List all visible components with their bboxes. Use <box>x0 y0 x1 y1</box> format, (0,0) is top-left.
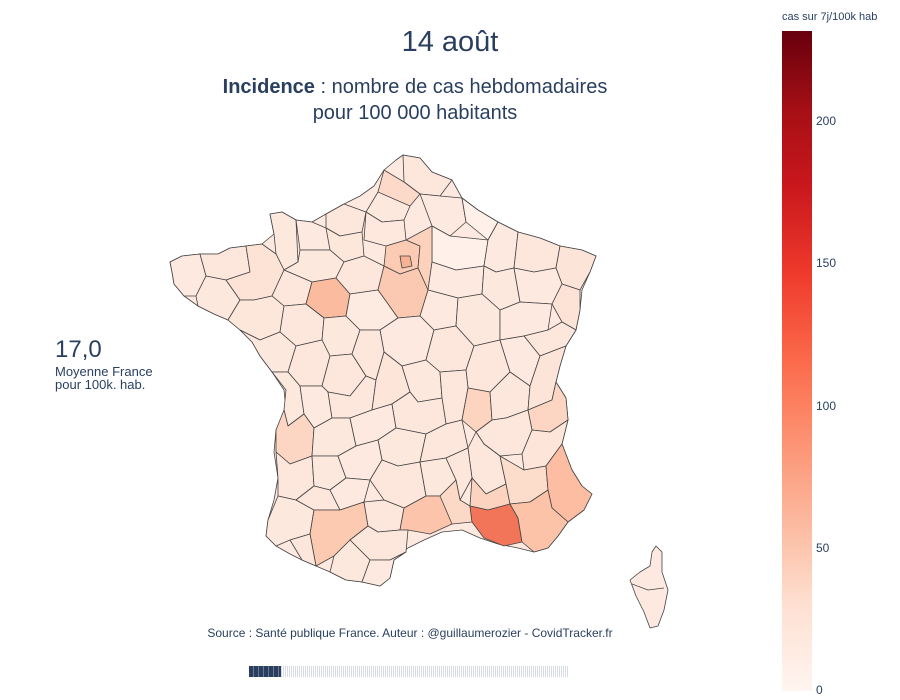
colorbar <box>782 31 812 691</box>
average-label: Moyenne France pour 100k. hab. <box>55 365 195 391</box>
average-value: 17,0 <box>55 336 102 363</box>
colorbar-tick: 50 <box>816 540 830 555</box>
colorbar-tick: 100 <box>816 398 837 413</box>
dept-paris[interactable] <box>399 255 413 269</box>
dept-hautes-pyrenees[interactable] <box>289 533 317 567</box>
colorbar-title: cas sur 7j/100k hab <box>782 11 878 23</box>
average-label-line2: pour 100k. hab. <box>55 377 146 392</box>
france-choropleth-map[interactable] <box>0 0 760 700</box>
slider-handle[interactable] <box>249 666 281 677</box>
colorbar-tick: 150 <box>816 256 837 271</box>
colorbar-tick: 200 <box>816 114 837 129</box>
dept-ardeche[interactable] <box>445 447 473 501</box>
source-credit: Source : Santé publique France. Auteur :… <box>207 626 613 640</box>
map-subtitle: Incidence : nombre de cas hebdomadaires … <box>190 74 640 126</box>
subtitle-line2: pour 100 000 habitants <box>312 102 518 124</box>
dept-pyrenees-orientales[interactable] <box>361 551 407 587</box>
colorbar-tick: 0 <box>816 683 823 697</box>
corsica[interactable] <box>629 545 669 629</box>
date-slider[interactable] <box>249 666 568 677</box>
subtitle-bold: Incidence <box>222 76 315 98</box>
dept-var[interactable] <box>509 489 569 553</box>
subtitle-rest: : nombre de cas hebdomadaires <box>314 76 608 98</box>
map-title: 14 août <box>401 26 499 58</box>
dept-moselle[interactable] <box>513 231 561 273</box>
dept-tarn-et-garonne[interactable] <box>329 477 371 511</box>
average-label-line1: Moyenne France <box>55 364 153 379</box>
corsica-split <box>631 583 665 591</box>
departments <box>169 154 597 587</box>
